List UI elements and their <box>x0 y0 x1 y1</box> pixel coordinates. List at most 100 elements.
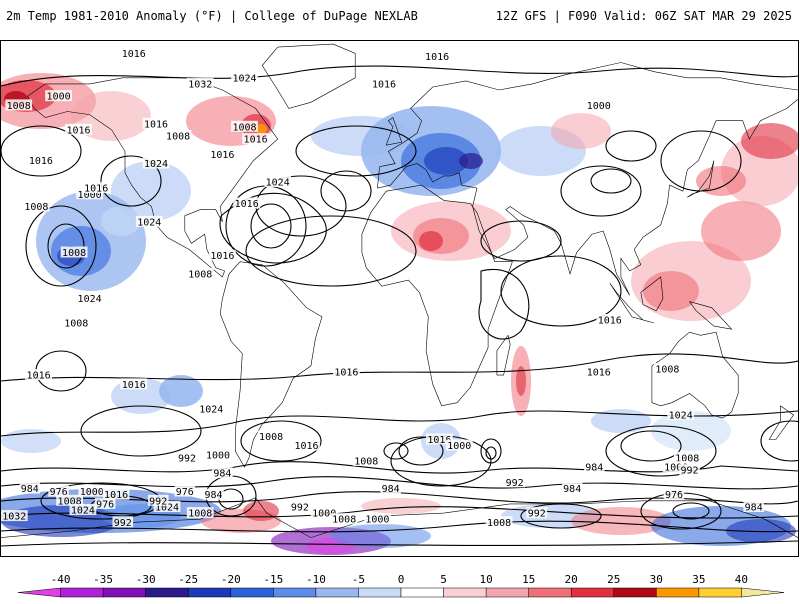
temperature-anomaly-map: 1016 101610321024100010001016100810161008… <box>1 41 798 556</box>
isobar-label: 992 <box>289 501 311 514</box>
isobar-contour <box>383 442 409 460</box>
svg-text:1016: 1016 <box>244 135 268 146</box>
svg-text:1024: 1024 <box>78 294 102 305</box>
svg-text:1008: 1008 <box>188 509 212 520</box>
product-title: 2m Temp 1981-2010 Anomaly (°F) | College… <box>6 9 418 23</box>
anomaly-area <box>243 501 279 521</box>
svg-text:1008: 1008 <box>188 270 212 281</box>
svg-text:992: 992 <box>506 478 524 489</box>
colorbar-swatch <box>187 587 232 598</box>
isobar-label: 1016 <box>293 439 320 452</box>
svg-text:1016: 1016 <box>84 184 108 195</box>
isobar-label: 1008 <box>485 516 513 529</box>
isobar-contour <box>485 446 497 460</box>
isobar-line <box>1 540 798 547</box>
svg-text:1016: 1016 <box>104 490 128 501</box>
isobar-label: 984 <box>743 501 764 514</box>
isobar-contour <box>500 255 622 327</box>
isobar-label: 984 <box>203 488 224 501</box>
isobar-label: 1024 <box>142 157 170 170</box>
svg-text:1024: 1024 <box>199 404 223 415</box>
isobar-contour <box>245 215 417 287</box>
svg-text:1016: 1016 <box>122 49 146 60</box>
colorbar-tick-label: -5 <box>352 573 365 586</box>
svg-text:1016: 1016 <box>122 380 146 391</box>
isobar-contour <box>1 125 82 177</box>
coastline <box>768 405 795 440</box>
isobar-label: 1000 <box>445 439 473 452</box>
svg-text:1000: 1000 <box>587 101 611 112</box>
anomaly-area <box>1 429 61 453</box>
svg-text:1008: 1008 <box>24 202 48 213</box>
svg-text:1024: 1024 <box>144 159 168 170</box>
isobar-label: 1016 <box>120 47 148 60</box>
colorbar-tick-label: 20 <box>565 573 578 586</box>
isobar-line <box>1 410 798 437</box>
colorbar-swatch <box>528 587 572 598</box>
isobar-label: 1008 <box>257 430 285 443</box>
svg-text:1016: 1016 <box>372 79 396 90</box>
anomaly-area <box>643 271 699 311</box>
svg-text:1008: 1008 <box>232 122 256 133</box>
model-run-title: 12Z GFS | F090 Valid: 06Z SAT MAR 29 202… <box>495 9 792 23</box>
colorbar-swatch <box>570 587 615 598</box>
coastline <box>689 301 733 330</box>
isobar-contour <box>47 223 85 269</box>
coastline <box>651 331 739 419</box>
isobar-label: 1024 <box>264 176 292 189</box>
isobar-label: 1016 <box>120 378 148 391</box>
isobar-label: 1008 <box>231 120 258 133</box>
svg-text:1016: 1016 <box>294 441 318 452</box>
colorbar-tick-label: 5 <box>440 573 447 586</box>
isobar-label: 984 <box>19 482 41 495</box>
anomaly-area <box>311 116 411 156</box>
isobar-label: 992 <box>679 464 700 477</box>
colorbar-tick-label: 35 <box>692 573 705 586</box>
colorbar-tick-label: 0 <box>398 573 405 586</box>
isobar-label: 1000 <box>45 90 72 103</box>
svg-text:1008: 1008 <box>62 248 86 259</box>
svg-text:1024: 1024 <box>71 506 95 517</box>
svg-text:1000: 1000 <box>78 190 102 201</box>
coastline <box>261 43 356 109</box>
isobar-label: 1024 <box>231 71 258 84</box>
svg-text:992: 992 <box>178 453 196 464</box>
isobar-label: 1008 <box>186 507 214 520</box>
colorbar-swatch <box>273 587 317 598</box>
isobar-contour <box>660 130 742 192</box>
isobar-label: 1008 <box>23 200 50 213</box>
isobar-label: 1008 <box>62 317 90 330</box>
coastline <box>27 77 279 278</box>
isobar-label: 1008 <box>60 246 88 259</box>
isobar-contour <box>25 205 97 287</box>
isobar-label: 1000 <box>310 507 338 520</box>
isobar-layer <box>1 65 798 547</box>
isobar-label: 992 <box>112 516 134 529</box>
isobar-contour <box>760 420 798 462</box>
svg-text:1016: 1016 <box>334 368 358 379</box>
svg-text:1016: 1016 <box>598 316 622 327</box>
isobar-line <box>1 65 798 87</box>
coastline <box>385 117 403 146</box>
isobar-label: 976 <box>663 488 685 501</box>
colorbar-swatch <box>656 587 700 598</box>
isobar-contour <box>295 125 417 177</box>
isobar-line <box>1 491 798 505</box>
colorbar-swatch <box>698 587 742 598</box>
isobar-contour <box>480 438 502 464</box>
isobar-label: 984 <box>380 482 401 495</box>
colorbar-graphic: -40 -35 -30 -25 -20 -15 -10 -5 0 5 10 15 20 25 30 35 40 <box>17 573 785 598</box>
svg-text:1024: 1024 <box>155 503 179 514</box>
svg-text:1016: 1016 <box>210 251 234 262</box>
svg-text:984: 984 <box>585 463 603 474</box>
isobar-label: 1024 <box>76 292 103 305</box>
colorbar-swatch <box>145 587 189 598</box>
coastline <box>219 261 323 468</box>
svg-text:1000: 1000 <box>447 441 471 452</box>
isobar-label: 1016 <box>209 249 236 262</box>
svg-text:984: 984 <box>204 490 222 501</box>
isobar-label: 1000 <box>204 448 232 461</box>
colorbar-swatch <box>443 587 487 598</box>
colorbar-tick-label: -20 <box>221 573 241 586</box>
isobar-label: 1016 <box>82 182 110 195</box>
